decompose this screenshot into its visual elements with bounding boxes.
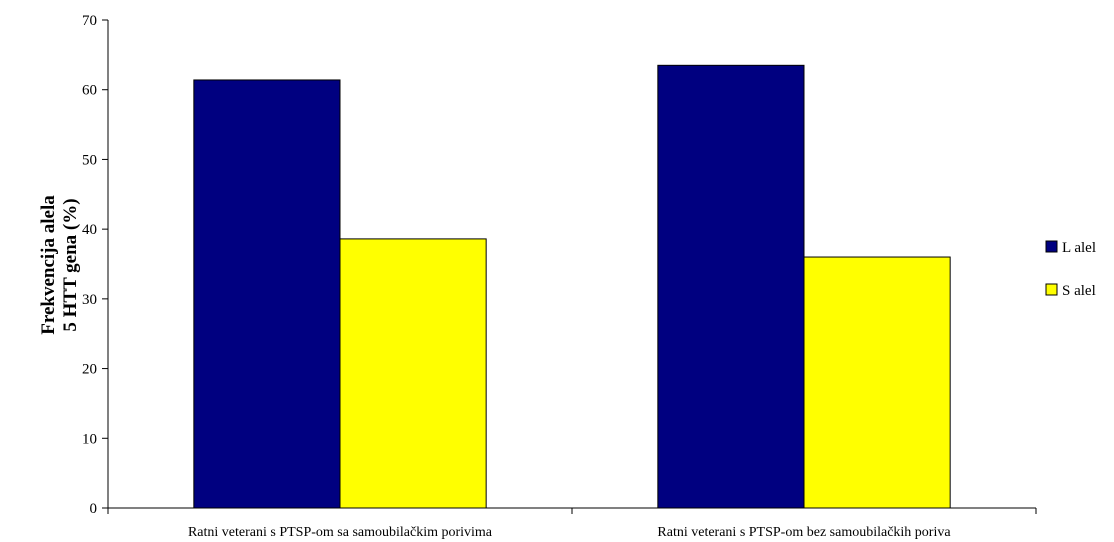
y-tick-label: 0 bbox=[90, 501, 98, 517]
legend-swatch-l-alel bbox=[1045, 240, 1058, 253]
bar-l-alel-1 bbox=[193, 79, 341, 509]
x-category-label: Ratni veterani s PTSP-om bez samoubilačk… bbox=[657, 525, 951, 540]
y-axis-title-line-1: Frekvencija alela bbox=[38, 195, 59, 335]
y-tick-label: 40 bbox=[82, 222, 97, 238]
y-axis-title-line-2: 5 HTT gena (%) bbox=[60, 198, 81, 331]
bar-s-alel-1 bbox=[339, 238, 487, 509]
x-category-label: Ratni veterani s PTSP-om sa samoubilački… bbox=[188, 525, 493, 540]
legend: L alel S alel bbox=[1045, 240, 1096, 299]
y-tick-label: 50 bbox=[82, 152, 97, 168]
y-axis-title: Frekvencija alela 5 HTT gena (%) bbox=[38, 195, 81, 335]
y-tick-label: 20 bbox=[82, 362, 97, 378]
legend-swatch-s-alel bbox=[1045, 283, 1058, 296]
y-tick-label: 10 bbox=[82, 431, 97, 447]
legend-label-s-alel: S alel bbox=[1062, 283, 1096, 299]
y-tick-label: 30 bbox=[82, 292, 97, 308]
bar-s-alel-2 bbox=[803, 256, 951, 509]
y-tick-label: 60 bbox=[82, 83, 97, 99]
y-tick-label: 70 bbox=[82, 13, 97, 29]
legend-label-l-alel: L alel bbox=[1062, 240, 1096, 256]
bar-l-alel-2 bbox=[657, 64, 805, 509]
plot-area: 0 10 20 30 40 50 60 70 Ratni veterani s PTSP-om … bbox=[82, 13, 1037, 540]
